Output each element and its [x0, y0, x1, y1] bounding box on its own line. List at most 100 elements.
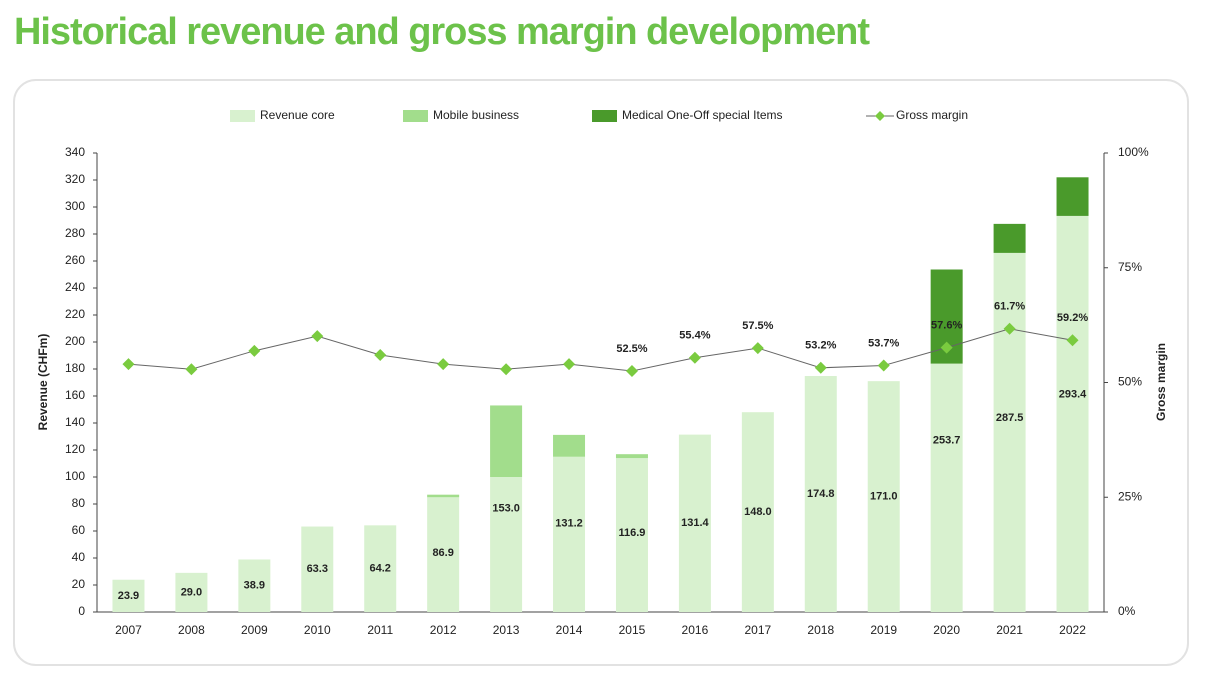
legend-swatch	[592, 110, 617, 122]
bar-segment	[678, 434, 711, 612]
bar-segment	[867, 381, 900, 612]
line-value-label: 57.6%	[931, 320, 962, 332]
line-value-label: 61.7%	[994, 301, 1025, 313]
bar-segment	[553, 434, 586, 457]
line-marker	[1066, 334, 1079, 347]
y-tick-label: 140	[65, 415, 85, 429]
y2-tick-label: 0%	[1118, 604, 1136, 618]
bar-segment	[553, 456, 586, 612]
x-tick-label: 2021	[996, 623, 1023, 637]
chart-title: Historical revenue and gross margin deve…	[14, 11, 870, 53]
bar-segment	[615, 454, 648, 459]
bar-value-label: 63.3	[307, 563, 328, 575]
x-tick-label: 2009	[241, 623, 268, 637]
y-tick-label: 100	[65, 469, 85, 483]
y-tick-label: 220	[65, 307, 85, 321]
line-marker	[311, 330, 324, 343]
line-marker	[437, 358, 450, 371]
line-marker	[751, 342, 764, 355]
legend-label: Medical One-Off special Items	[622, 108, 783, 122]
bar-segment	[615, 458, 648, 612]
bar-segment	[238, 559, 271, 612]
x-tick-label: 2010	[304, 623, 331, 637]
legend-label: Revenue core	[260, 108, 335, 122]
line-marker	[688, 351, 701, 364]
line-marker	[185, 363, 198, 376]
bar-value-label: 29.0	[181, 586, 202, 598]
bar-value-label: 153.0	[492, 503, 520, 515]
x-tick-label: 2017	[744, 623, 771, 637]
bar-segment	[930, 363, 963, 612]
bar-segment	[490, 477, 523, 612]
bar-segment	[804, 376, 837, 612]
line-value-label: 59.2%	[1057, 312, 1088, 324]
bar-segment	[1056, 215, 1089, 612]
x-tick-label: 2008	[178, 623, 205, 637]
bar-value-label: 174.8	[807, 488, 835, 500]
y-tick-label: 40	[72, 550, 86, 564]
legend-label: Mobile business	[433, 108, 519, 122]
bar-value-label: 131.4	[681, 517, 709, 529]
y-tick-label: 20	[72, 577, 86, 591]
bar-value-label: 171.0	[870, 490, 898, 502]
y2-axis-label: Gross margin	[1154, 343, 1168, 421]
bar-segment	[993, 223, 1026, 253]
y-tick-label: 260	[65, 253, 85, 267]
y2-tick-label: 75%	[1118, 260, 1142, 274]
x-tick-label: 2015	[619, 623, 646, 637]
bar-segment	[741, 412, 774, 612]
line-marker	[248, 344, 261, 357]
y-tick-label: 0	[78, 604, 85, 618]
bar-value-label: 38.9	[244, 580, 265, 592]
x-tick-label: 2007	[115, 623, 142, 637]
line-marker	[940, 341, 953, 354]
y-tick-label: 120	[65, 442, 85, 456]
legend-swatch	[230, 110, 255, 122]
legend-swatch	[403, 110, 428, 122]
bar-segment	[175, 572, 208, 612]
bar-segment	[112, 579, 145, 612]
y-tick-label: 180	[65, 361, 85, 375]
legend-label: Gross margin	[896, 108, 968, 122]
y2-tick-label: 50%	[1118, 375, 1142, 389]
bar-segment	[427, 494, 460, 498]
y2-tick-label: 25%	[1118, 489, 1142, 503]
line-marker	[814, 361, 827, 374]
line-marker	[122, 358, 135, 371]
bar-segment	[364, 525, 397, 612]
y-tick-label: 280	[65, 226, 85, 240]
y-tick-label: 60	[72, 523, 86, 537]
x-tick-label: 2016	[682, 623, 709, 637]
bar-value-label: 148.0	[744, 506, 772, 518]
line-marker	[877, 359, 890, 372]
x-tick-label: 2020	[933, 623, 960, 637]
x-tick-label: 2018	[807, 623, 834, 637]
line-value-label: 57.5%	[742, 320, 773, 332]
line-value-label: 53.7%	[868, 337, 899, 349]
line-value-label: 52.5%	[616, 343, 647, 355]
legend-marker	[875, 111, 885, 121]
line-series	[128, 328, 1073, 372]
bar-value-label: 131.2	[555, 517, 583, 529]
bar-value-label: 64.2	[370, 563, 391, 575]
y-tick-label: 340	[65, 145, 85, 159]
bar-segment	[490, 405, 523, 477]
x-tick-label: 2013	[493, 623, 520, 637]
bar-value-label: 293.4	[1059, 389, 1087, 401]
x-tick-label: 2011	[367, 623, 393, 637]
y-tick-label: 300	[65, 199, 85, 213]
line-marker	[374, 348, 387, 361]
bar-value-label: 253.7	[933, 435, 961, 447]
bar-segment	[427, 497, 460, 612]
line-marker	[500, 363, 513, 376]
line-marker	[563, 358, 576, 371]
line-marker	[625, 365, 638, 378]
bar-segment	[1056, 177, 1089, 216]
y-tick-label: 240	[65, 280, 85, 294]
y-tick-label: 320	[65, 172, 85, 186]
bar-value-label: 287.5	[996, 412, 1024, 424]
y2-tick-label: 100%	[1118, 145, 1149, 159]
line-marker	[1003, 322, 1016, 335]
